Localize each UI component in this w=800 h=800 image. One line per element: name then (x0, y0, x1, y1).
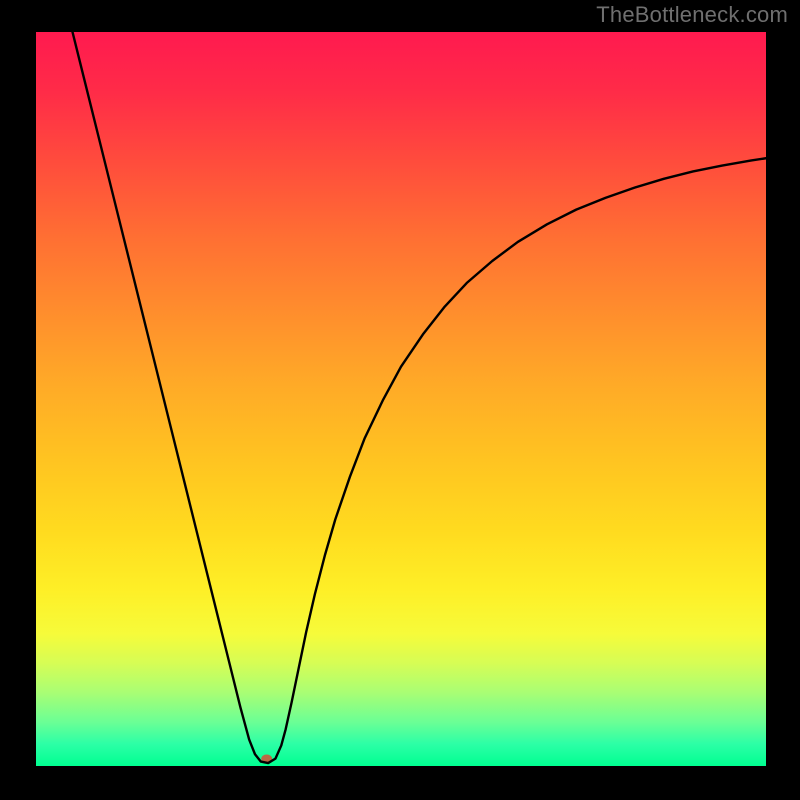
plot-area (36, 32, 766, 766)
watermark-text: TheBottleneck.com (596, 2, 788, 28)
curve-layer (36, 32, 766, 766)
chart-frame: TheBottleneck.com (0, 0, 800, 800)
bottleneck-curve (73, 32, 767, 763)
